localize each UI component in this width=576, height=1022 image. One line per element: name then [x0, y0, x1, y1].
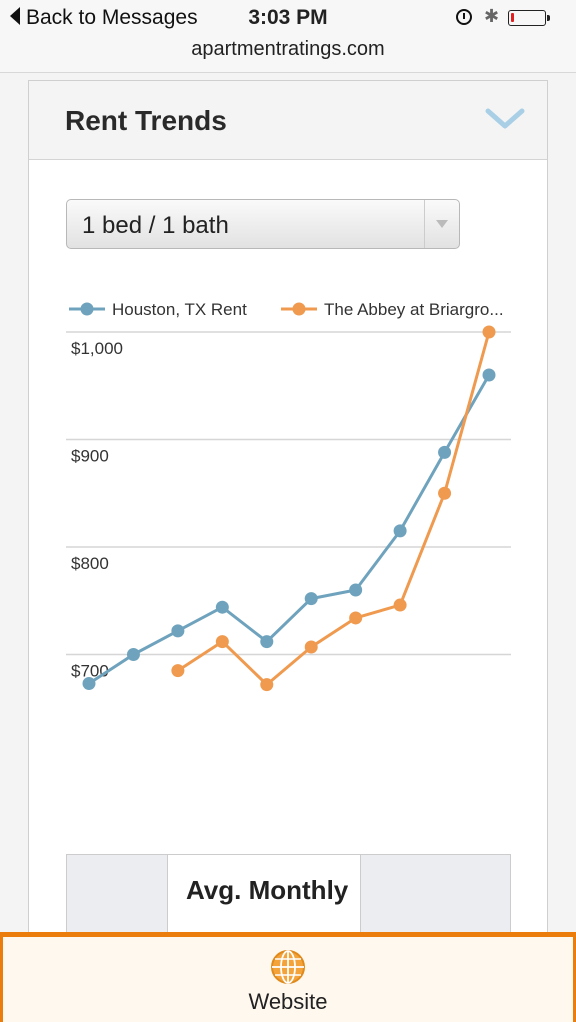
unit-type-select[interactable]: 1 bed / 1 bath [66, 199, 460, 249]
battery-icon [508, 10, 550, 26]
data-point [349, 611, 363, 625]
y-tick-label: $900 [71, 447, 109, 466]
y-tick-label: $1,000 [71, 339, 123, 358]
data-point [393, 598, 407, 612]
data-point [393, 524, 407, 538]
section-title: Rent Trends [65, 105, 227, 136]
series-line [177, 331, 491, 687]
unit-type-value: 1 bed / 1 bath [82, 212, 229, 239]
back-chevron-icon [10, 7, 20, 25]
bluetooth-icon: ✱ [484, 6, 500, 26]
back-label: Back to Messages [26, 6, 198, 29]
back-to-messages-link[interactable]: Back to Messages [10, 6, 198, 30]
data-point [438, 445, 452, 459]
url-bar[interactable]: apartmentratings.com [191, 38, 385, 60]
series-line [88, 374, 491, 685]
data-point [126, 648, 140, 661]
data-point [349, 583, 363, 597]
chevron-down-icon[interactable] [485, 107, 525, 131]
legend-swatch-dot [80, 302, 94, 316]
table-header-text: Avg. Monthly [186, 875, 349, 905]
clock: 3:03 PM [248, 6, 328, 29]
legend-label: Houston, TX Rent [112, 300, 247, 319]
legend-swatch-dot [292, 302, 306, 316]
status-icons: ✱ [456, 6, 566, 28]
data-point [215, 600, 229, 614]
rent-trends-header[interactable]: Rent Trends [29, 81, 547, 160]
y-tick-label: $800 [71, 554, 109, 573]
data-point [171, 664, 185, 678]
data-point [260, 635, 274, 649]
data-point [82, 677, 96, 691]
alarm-icon [456, 9, 472, 25]
rent-trends-chart: $1,000$900$800$7002006200720082009201020… [66, 300, 511, 692]
data-point [482, 325, 496, 339]
rent-trends-card: Rent Trends 1 bed / 1 bath $1,000 $900 $80… [28, 80, 548, 985]
status-bar: Back to Messages 3:03 PM apartmentrating… [0, 0, 576, 73]
data-point [171, 624, 185, 638]
data-point [482, 368, 496, 382]
data-point [438, 486, 452, 500]
data-point [260, 678, 274, 692]
globe-icon [271, 950, 305, 984]
data-point [304, 592, 318, 606]
data-point [304, 640, 318, 654]
website-button[interactable]: Website [0, 932, 576, 1022]
data-point [215, 635, 229, 649]
legend-label: The Abbey at Briargro... [324, 300, 504, 319]
select-arrow-icon [424, 200, 459, 248]
website-label: Website [248, 989, 328, 1014]
